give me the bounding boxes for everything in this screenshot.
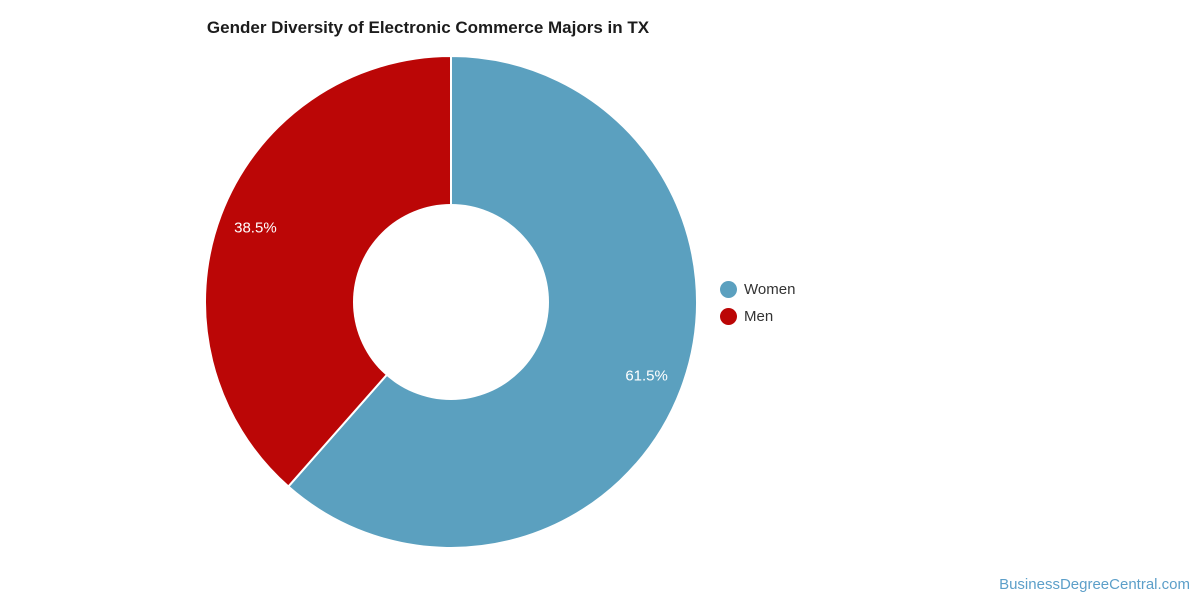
legend-swatch-men-icon	[720, 308, 737, 325]
legend-item-women[interactable]: Women	[720, 281, 795, 298]
donut-hole	[353, 204, 549, 400]
legend-label-men: Men	[744, 308, 774, 325]
legend: Women Men	[720, 281, 795, 325]
legend-label-women: Women	[744, 281, 796, 298]
chart-title: Gender Diversity of Electronic Commerce …	[206, 18, 650, 37]
legend-item-men[interactable]: Men	[720, 308, 795, 325]
pie-slice-men[interactable]	[204, 55, 452, 488]
watermark-link[interactable]: BusinessDegreeCentral.com	[999, 576, 1190, 593]
slice-label-men: 38.5%	[234, 220, 277, 237]
legend-swatch-women-icon	[720, 281, 737, 298]
slice-label-women: 61.5%	[625, 367, 668, 384]
